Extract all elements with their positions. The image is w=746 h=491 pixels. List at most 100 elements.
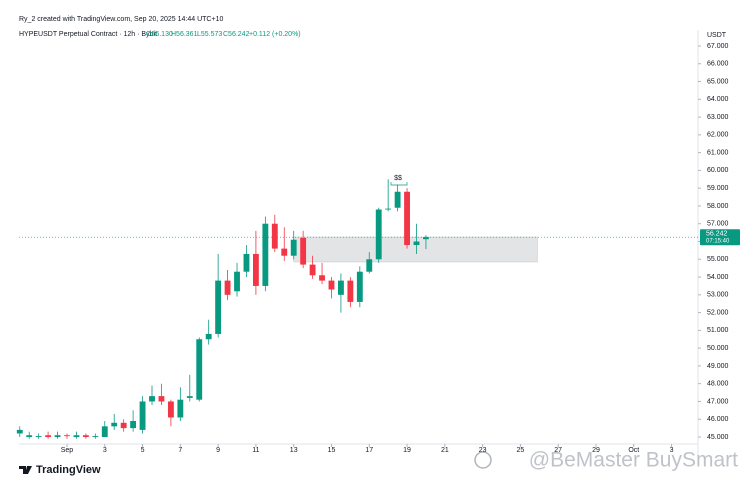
y-tick-label: 47.000 [707,398,729,405]
y-tick-label: 45.000 [707,434,729,441]
candle-body [186,396,193,398]
y-tick-label: 52.000 [707,309,729,316]
x-tick-label: 7 [178,447,182,454]
x-tick-label: 17 [365,447,373,454]
candle-body [101,426,108,438]
y-tick-label: 66.000 [707,61,729,68]
x-tick-label: 11 [252,447,259,454]
y-tick-label: 64.000 [707,96,729,103]
candle-body [309,264,316,276]
y-tick-label: 53.000 [707,292,729,299]
y-tick-label: 57.000 [707,221,729,228]
x-tick-label: 29 [592,447,600,454]
candle-body [149,396,155,402]
x-tick-label: 23 [479,447,487,454]
candle-body [224,280,231,295]
y-tick-label: 54.000 [707,274,729,281]
x-tick-label: Oct [628,447,639,454]
logo: TradingView [19,464,101,476]
y-tick-label: 63.000 [707,114,729,121]
watermark-icon [474,451,492,469]
x-tick-label: 25 [517,447,525,454]
ohlc-change: +0.112 (+0.20%) [249,31,301,38]
logo-text: TradingView [36,464,101,476]
candle-body [271,223,278,249]
y-tick-label: 58.000 [707,203,729,210]
candle-body [356,271,363,302]
candle-body [328,280,335,290]
candle-body [45,435,52,438]
candle-body [158,396,165,402]
zone [293,236,538,263]
candle-body [366,259,373,272]
x-tick-label: 19 [403,447,411,454]
candle-body [92,436,99,438]
y-tick-label: 55.000 [707,256,729,263]
watermark: @BeMaster BuySmart [529,449,738,472]
countdown-label: 07:15:40 [706,238,730,244]
y-tick-label: 60.000 [707,167,729,174]
y-tick-label: 46.000 [707,416,729,423]
x-tick-label: 27 [554,447,562,454]
candle-body [252,253,259,286]
candle-body [375,209,382,260]
y-tick-label: 65.000 [707,78,729,85]
candle-body [177,399,184,418]
x-tick-label: 15 [328,447,336,454]
candle-body [215,280,222,334]
price-label: 56.242 [706,231,728,238]
ohlc-open: O56.130 [146,31,173,38]
annotation: $$ [394,175,402,182]
ohlc-low: L55.573 [197,31,222,38]
candle-body [394,191,401,208]
candle-body [243,253,250,272]
candle-body [82,435,89,438]
candle-body [35,436,42,438]
credit: Ry_2 created with TradingView.com, Sep 2… [19,16,223,23]
candle-body [120,422,127,429]
y-tick-label: 50.000 [707,345,729,352]
candle-body [111,422,118,427]
candle-body [300,237,307,265]
x-tick-label: 13 [290,447,298,454]
candle-body [404,191,410,246]
candle-body [423,237,429,240]
candle-body [167,401,174,418]
candle-body [64,435,70,437]
candle-body [338,280,344,295]
candle-body [196,339,203,400]
y-tick-label: 62.000 [707,132,729,139]
ohlc-close: C56.242 [223,31,250,38]
candle-body [130,421,137,429]
y-tick-label: 51.000 [707,327,729,334]
y-tick-label: 59.000 [707,185,729,192]
symbol: HYPEUSDT Perpetual Contract · 12h · Bybi… [19,31,157,38]
candle-body [73,435,80,438]
currency: USDT [707,32,727,39]
annotation-bracket [390,182,408,186]
x-tick-label: 21 [441,447,449,454]
x-tick-label: 9 [216,447,220,454]
y-tick-label: 48.000 [707,381,729,388]
ohlc-high: H56.361 [171,31,198,38]
candle-body [385,208,392,210]
candle-body [262,223,269,286]
candle-body [413,241,420,246]
candle-body [139,401,146,430]
candle-body [234,271,240,292]
x-tick-label: 5 [141,447,145,454]
price-label-box [700,229,740,246]
y-tick-label: 67.000 [707,43,729,50]
y-tick-label: 49.000 [707,363,729,370]
candle-body [16,429,23,434]
y-tick-label: 61.000 [707,149,729,156]
x-tick-label: Sep [61,447,74,454]
candle-body [319,275,325,281]
candle-body [290,239,297,256]
candle-body [26,435,33,438]
x-tick-label: 3 [103,447,107,454]
candle-body [281,248,288,256]
x-tick-label: 3 [670,447,674,454]
candle-body [205,333,212,340]
